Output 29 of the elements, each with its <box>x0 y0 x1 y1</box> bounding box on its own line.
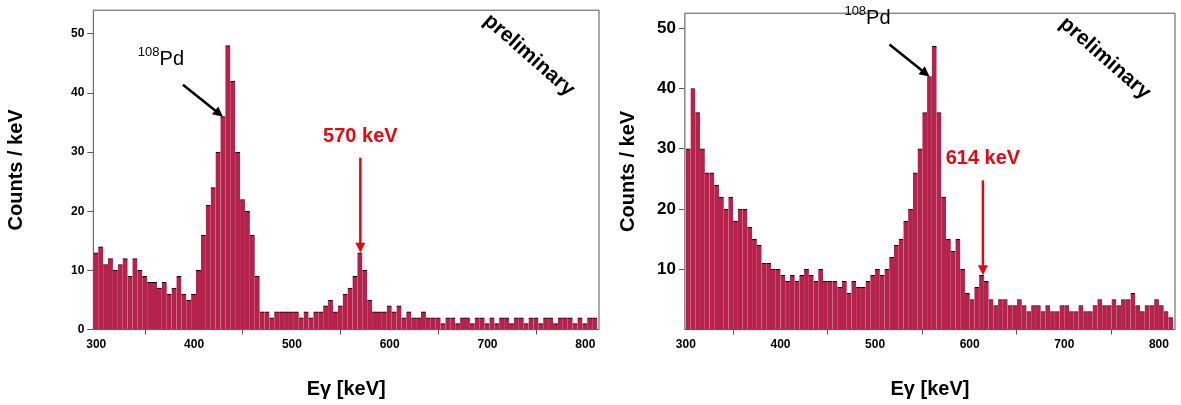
y-tick-label: 0 <box>77 321 85 336</box>
x-tick-label: 300 <box>675 337 697 352</box>
annotation: 614 keV <box>945 146 1021 169</box>
y-tick-label: 50 <box>70 26 85 41</box>
x-axis-title: Eγ [keV] <box>890 376 970 399</box>
x-tick-label: 700 <box>1054 337 1075 352</box>
x-tick-label: 500 <box>865 337 886 352</box>
x-tick-label: 500 <box>281 337 303 352</box>
x-axis-title: Eγ [keV] <box>306 376 386 399</box>
y-tick-label: 20 <box>70 203 85 218</box>
y-tick-label: 40 <box>70 85 85 100</box>
y-tick-label: 10 <box>70 262 85 277</box>
x-tick-label: 400 <box>770 337 791 352</box>
y-tick-label: 20 <box>656 198 676 218</box>
y-tick-label: 40 <box>656 78 676 98</box>
x-tick-label: 300 <box>86 337 107 352</box>
x-tick-label: 800 <box>1148 337 1170 352</box>
y-axis-title: Counts / keV <box>3 108 26 231</box>
x-tick-label: 400 <box>184 337 205 352</box>
x-tick-label: 800 <box>575 337 596 352</box>
x-tick-label: 700 <box>477 337 498 352</box>
x-tick-label: 600 <box>379 337 401 352</box>
x-tick-label: 600 <box>959 337 981 352</box>
y-tick-label: 30 <box>656 138 676 158</box>
annotation: 570 keV <box>323 123 399 146</box>
y-tick-label: 30 <box>70 144 85 159</box>
y-tick-label: 10 <box>656 259 676 279</box>
y-tick-label: 50 <box>656 17 676 37</box>
y-axis-title: Counts / keV <box>615 110 638 232</box>
